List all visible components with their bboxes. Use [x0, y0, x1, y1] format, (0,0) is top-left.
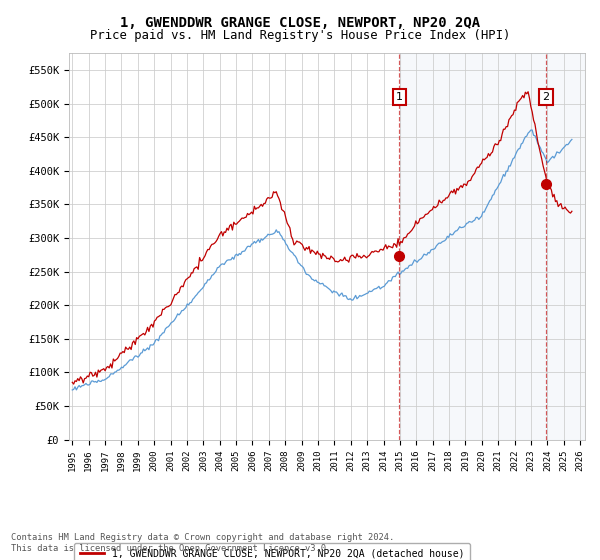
- Legend: 1, GWENDDWR GRANGE CLOSE, NEWPORT, NP20 2QA (detached house), HPI: Average price: 1, GWENDDWR GRANGE CLOSE, NEWPORT, NP20 …: [74, 543, 470, 560]
- Text: Price paid vs. HM Land Registry's House Price Index (HPI): Price paid vs. HM Land Registry's House …: [90, 29, 510, 42]
- Text: 2: 2: [542, 92, 550, 102]
- Text: 1: 1: [396, 92, 403, 102]
- Text: Contains HM Land Registry data © Crown copyright and database right 2024.
This d: Contains HM Land Registry data © Crown c…: [11, 533, 394, 553]
- Bar: [400, 53, 585, 440]
- Text: 1, GWENDDWR GRANGE CLOSE, NEWPORT, NP20 2QA: 1, GWENDDWR GRANGE CLOSE, NEWPORT, NP20 …: [120, 16, 480, 30]
